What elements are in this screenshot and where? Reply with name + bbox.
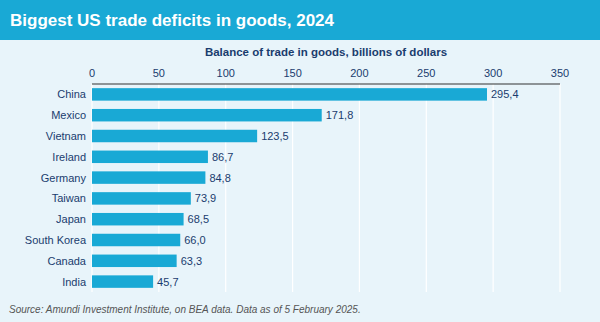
x-tick-label: 250 [417,67,435,79]
category-label: Taiwan [52,192,86,204]
bar [92,130,257,142]
category-label: Vietnam [46,130,86,142]
category-label: India [62,276,87,288]
data-label: 295,4 [491,88,519,100]
grid-line [359,84,360,292]
category-label: Mexico [51,109,86,121]
bar [92,234,180,246]
data-label: 171,8 [326,109,354,121]
data-label: 84,8 [209,172,230,184]
data-label: 68,5 [188,213,209,225]
category-label: Japan [56,213,86,225]
background [0,0,600,322]
title: Biggest US trade deficits in goods, 2024 [10,11,335,30]
category-label: Ireland [52,151,86,163]
bar [92,171,205,183]
data-label: 45,7 [157,276,178,288]
x-tick-label: 0 [89,67,95,79]
bars [92,88,487,288]
x-axis-label: Balance of trade in goods, billions of d… [205,46,447,58]
x-tick-label: 350 [551,67,569,79]
bar [92,88,487,100]
x-tick-label: 50 [153,67,165,79]
bar [92,213,184,225]
data-label: 123,5 [261,130,289,142]
x-tick-label: 150 [283,67,301,79]
grid [92,84,560,292]
category-label: Canada [47,255,86,267]
bar [92,255,177,267]
bar [92,275,153,287]
data-label: 66,0 [184,234,205,246]
bar [92,109,322,121]
labels: India 45,7 Canada 63,3 South Korea 66,0 Japan 6… [25,88,519,287]
category-label: China [57,88,87,100]
x-tick-label: 200 [350,67,368,79]
bar [92,192,191,204]
grid-line [493,84,494,292]
data-label: 86,7 [212,151,233,163]
grid-line [426,84,427,292]
chart: Biggest US trade deficits in goods, 2024… [0,0,600,322]
category-label: South Korea [25,234,87,246]
data-label: 73,9 [195,192,216,204]
data-label: 63,3 [181,255,202,267]
x-axis-line [92,84,560,85]
bar [92,151,208,163]
x-tick-label: 100 [217,67,235,79]
grid-line [559,84,560,292]
title-bar [0,0,600,40]
source: Source: Amundi Investment Institute, on … [9,304,361,315]
x-tick-label: 300 [484,67,502,79]
category-label: Germany [41,172,87,184]
